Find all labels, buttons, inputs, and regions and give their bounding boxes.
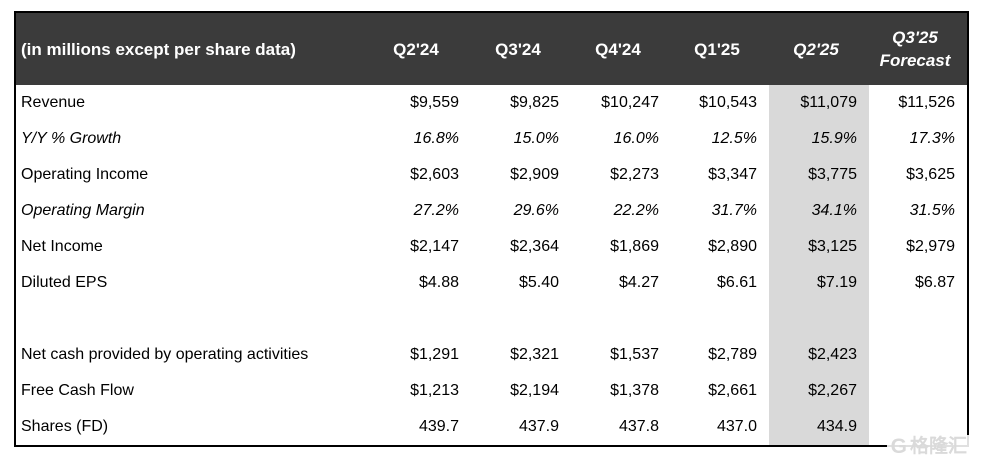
cell-value: $2,423	[769, 337, 869, 373]
cell-value: $2,273	[610, 166, 659, 183]
table-row: Operating Margin 27.2% 29.6% 22.2% 31.7% 34.1…	[15, 193, 968, 229]
table-row: Net Income $2,147 $2,364 $1,869 $2,890 $3,125…	[15, 229, 968, 265]
cell-value	[869, 373, 968, 409]
cell-value: 15.0%	[513, 130, 559, 147]
row-label: Diluted EPS	[21, 274, 108, 291]
row-label: Operating Margin	[21, 202, 145, 219]
column-header-q3-25: Q3'25 Forecast	[869, 12, 968, 85]
column-header-q3-24: Q3'24	[471, 12, 571, 85]
column-header-q4-24: Q4'24	[571, 12, 671, 85]
row-label: Net Income	[21, 238, 103, 255]
cell-value: 12.5%	[711, 130, 757, 147]
cell-value: $2,661	[708, 382, 757, 399]
cell-value: $6.87	[914, 274, 955, 291]
cell-value: $3,625	[906, 166, 955, 183]
unit-note-header: (in millions except per share data)	[15, 12, 367, 85]
cell-value: $3,347	[708, 166, 757, 183]
cell-value: $2,979	[906, 238, 955, 255]
table-row: Diluted EPS $4.88 $5.40 $4.27 $6.61 $7.19 $6.8…	[15, 265, 968, 301]
cell-value: 437.9	[518, 418, 559, 435]
cell-value: $7.19	[769, 265, 869, 301]
cell-value: $1,213	[410, 382, 459, 399]
table-row: Net cash provided by operating activitie…	[15, 337, 968, 373]
cell-value: $4.88	[418, 274, 459, 291]
row-label: Y/Y % Growth	[21, 130, 122, 147]
cell-value: 434.9	[769, 409, 869, 446]
cell-value: 16.0%	[613, 130, 659, 147]
row-label: Net cash provided by operating activitie…	[21, 346, 309, 363]
quarterly-financials-table: (in millions except per share data) Q2'24…	[14, 11, 969, 447]
cell-value: $4.27	[618, 274, 659, 291]
cell-value: 22.2%	[613, 202, 659, 219]
cell-value: 15.9%	[769, 121, 869, 157]
cell-value: 437.0	[716, 418, 757, 435]
cell-value	[769, 301, 869, 337]
cell-value: $2,364	[510, 238, 559, 255]
cell-value: $10,543	[699, 94, 757, 111]
table-row: Operating Income $2,603 $2,909 $2,273 $3,347…	[15, 157, 968, 193]
cell-value	[671, 301, 769, 337]
table-row: Revenue $9,559 $9,825 $10,247 $10,543 $11,079…	[15, 85, 968, 121]
cell-value	[571, 301, 671, 337]
table-row: Shares (FD) 439.7 437.9 437.8 437.0 434.9	[15, 409, 968, 446]
row-label: Operating Income	[21, 166, 149, 183]
financial-summary-table: (in millions except per share data) Q2'24…	[14, 11, 971, 458]
cell-value: 29.6%	[513, 202, 559, 219]
gelonghui-watermark: G 格隆汇	[886, 435, 971, 458]
cell-value: $9,559	[410, 94, 459, 111]
column-header-q1-25: Q1'25	[671, 12, 769, 85]
cell-value: 439.7	[418, 418, 459, 435]
cell-value	[367, 301, 471, 337]
table-row: Free Cash Flow $1,213 $2,194 $1,378 $2,661 $2…	[15, 373, 968, 409]
cell-value: $5.40	[518, 274, 559, 291]
cell-value: 27.2%	[413, 202, 459, 219]
cell-value: $3,125	[769, 229, 869, 265]
cell-value: 31.5%	[909, 202, 955, 219]
spacer-row	[15, 301, 968, 337]
cell-value	[869, 337, 968, 373]
gelonghui-watermark-text: 格隆汇	[909, 436, 967, 457]
cell-value: $11,526	[898, 94, 955, 111]
cell-value: $2,890	[708, 238, 757, 255]
cell-value: $2,909	[510, 166, 559, 183]
cell-value: 437.8	[618, 418, 659, 435]
column-header-q2-25: Q2'25	[769, 12, 869, 85]
column-header-q2-24: Q2'24	[367, 12, 471, 85]
cell-value: $2,147	[410, 238, 459, 255]
cell-value: 17.3%	[909, 130, 955, 147]
cell-value: 34.1%	[769, 193, 869, 229]
row-label: Free Cash Flow	[21, 382, 134, 399]
cell-value: $6.61	[716, 274, 757, 291]
cell-value: $2,321	[510, 346, 559, 363]
cell-value: $1,537	[610, 346, 659, 363]
cell-value	[869, 301, 968, 337]
cell-value: $2,603	[410, 166, 459, 183]
cell-value: $10,247	[601, 94, 659, 111]
header-row: (in millions except per share data) Q2'24…	[15, 12, 968, 85]
row-label: Revenue	[21, 94, 86, 111]
cell-value: 16.8%	[413, 130, 459, 147]
cell-value: $9,825	[510, 94, 559, 111]
cell-value: 31.7%	[711, 202, 757, 219]
cell-value: $1,291	[410, 346, 459, 363]
cell-value: $11,079	[769, 85, 869, 121]
cell-value: $2,194	[510, 382, 559, 399]
table-row: Y/Y % Growth 16.8% 15.0% 16.0% 12.5% 15.9% 17.…	[15, 121, 968, 157]
table-body: Revenue $9,559 $9,825 $10,247 $10,543 $11,079…	[15, 85, 968, 446]
cell-value: $1,869	[610, 238, 659, 255]
row-label	[15, 301, 367, 337]
cell-value: $3,775	[769, 157, 869, 193]
table-header: (in millions except per share data) Q2'24…	[15, 12, 968, 85]
gelonghui-logo-icon: G	[890, 435, 908, 458]
row-label: Shares (FD)	[21, 418, 109, 435]
cell-value: $2,789	[708, 346, 757, 363]
cell-value	[471, 301, 571, 337]
cell-value: $1,378	[610, 382, 659, 399]
cell-value: $2,267	[769, 373, 869, 409]
